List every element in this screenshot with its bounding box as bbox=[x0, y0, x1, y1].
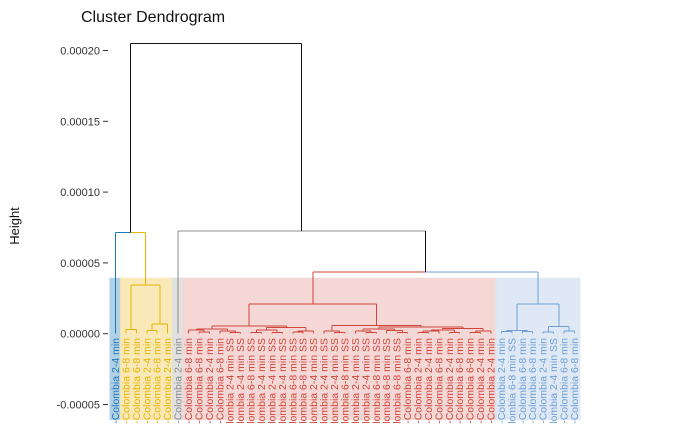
leaf-label: -Colombia 6-8 min bbox=[454, 338, 466, 424]
leaf-label: -Colombia 2-4 min bbox=[173, 338, 185, 424]
leaf-label: lombia 2-4 min SS bbox=[350, 338, 362, 424]
leaf-label: lombia 2-4 min SS bbox=[329, 338, 341, 424]
leaf-label: -Colombia 6-8 min bbox=[214, 338, 226, 424]
leaf-label: -Colombia 6-8 min bbox=[183, 338, 195, 424]
leaf-label: lombia 2-4 min SS bbox=[308, 338, 320, 424]
leaf-label: lombia 6-8 min SS bbox=[298, 338, 310, 424]
leaf-label: lombia 6-8 min SS bbox=[371, 338, 383, 424]
leaf-label: -Colombia 6-8 min bbox=[120, 338, 132, 424]
leaf-label: lombia 6-8 min SS bbox=[392, 338, 404, 424]
leaf-label: lombia 2-4 min SS bbox=[266, 338, 278, 424]
leaf-label: -Colombia 6-8 min bbox=[527, 338, 539, 424]
leaf-label: lombia 2-4 min SS bbox=[225, 338, 237, 424]
leaf-label: -Colombia 2-4 min bbox=[444, 338, 456, 424]
leaf-label: lombia 6-8 min SS bbox=[287, 338, 299, 424]
y-tick-label: 0.00015 bbox=[60, 116, 100, 128]
leaf-label: lombia 6-8 min SS bbox=[506, 338, 518, 424]
leaf-label: -Colombia 2-4 min bbox=[110, 338, 122, 424]
leaf-label: lombia 6-8 min SS bbox=[246, 338, 258, 424]
leaf-label: -Colombia 6-8 min bbox=[402, 338, 414, 424]
y-tick-label: -0.00005 bbox=[57, 400, 100, 412]
y-tick-label: 0.00000 bbox=[60, 329, 100, 341]
leaf-label: -Colombia 2-4 min bbox=[141, 338, 153, 424]
y-tick-label: 0.00010 bbox=[60, 187, 100, 199]
y-tick-label: 0.00005 bbox=[60, 258, 100, 270]
cluster-rect-2 bbox=[119, 277, 174, 420]
leaf-label: lombia 2-4 min SS bbox=[360, 338, 372, 424]
leaf-label: lombia 2-4 min SS bbox=[319, 338, 331, 424]
leaf-label: lombia 6-8 min SS bbox=[381, 338, 393, 424]
cluster-rect-3 bbox=[172, 277, 185, 420]
cluster-rect-4 bbox=[182, 277, 497, 420]
y-axis-label: Height bbox=[7, 207, 22, 245]
leaf-label: -Colombia 6-8 min bbox=[558, 338, 570, 424]
cluster-rectangles bbox=[109, 277, 581, 420]
leaf-label: -Colombia 6-8 min bbox=[433, 338, 445, 424]
leaf-label: -Colombia 6-8 min bbox=[152, 338, 164, 424]
leaf-label: -Colombia 2-4 min bbox=[538, 338, 550, 424]
y-axis: 0.00020 0.00015 0.00010 0.00005 0.00000 -0.00… bbox=[57, 46, 108, 412]
leaf-label: -Colombia 6-8 min bbox=[569, 338, 581, 424]
chart-title: Cluster Dendrogram bbox=[81, 9, 225, 26]
leaf-label: -Colombia 6-8 min bbox=[465, 338, 477, 424]
leaf-label: -Colombia 2-4 min bbox=[496, 338, 508, 424]
leaf-label: -Colombia 6-8 min bbox=[131, 338, 143, 424]
y-tick-label: 0.00020 bbox=[60, 46, 100, 58]
leaf-label: -Colombia 2-4 min bbox=[485, 338, 497, 424]
leaf-label: -Colombia 2-4 min bbox=[423, 338, 435, 424]
leaf-label: -Colombia 2-4 min bbox=[162, 338, 174, 424]
leaf-label: lombia 2-4 min SS bbox=[256, 338, 268, 424]
leaf-label: lombia 6-8 min SS bbox=[339, 338, 351, 424]
leaf-label: -Colombia 2-4 min bbox=[475, 338, 487, 424]
leaf-label: -Colombia 6-8 min bbox=[517, 338, 529, 424]
dendrogram-links bbox=[115, 42, 575, 334]
leaf-label: lombia 2-4 min SS bbox=[277, 338, 289, 424]
leaf-label: -Colombia 2-4 min bbox=[204, 338, 216, 424]
leaf-label: -Colombia 2-4 min bbox=[412, 338, 424, 424]
cluster-rect-1 bbox=[109, 277, 122, 420]
leaf-label: -Colombia 6-8 min bbox=[193, 338, 205, 424]
leaf-label: lombia 2-4 min SS bbox=[548, 338, 560, 424]
leaf-labels: -Colombia 2-4 min-Colombia 6-8 min-Colom… bbox=[110, 338, 581, 424]
leaf-label: lombia 2-4 min SS bbox=[235, 338, 247, 424]
